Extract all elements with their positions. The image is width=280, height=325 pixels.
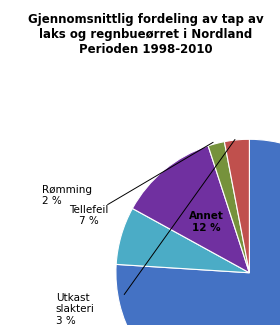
Wedge shape [224,139,249,273]
Text: Annet
12 %: Annet 12 % [189,211,224,233]
Wedge shape [116,208,249,273]
Text: Utkast
slakteri
3 %: Utkast slakteri 3 % [56,293,95,325]
Wedge shape [208,142,249,273]
Text: Rømming
2 %: Rømming 2 % [43,185,92,206]
Text: Tellefeil
7 %: Tellefeil 7 % [69,205,109,226]
Text: Gjennomsnittlig fordeling av tap av
laks og regnbueørret i Nordland
Perioden 199: Gjennomsnittlig fordeling av tap av laks… [28,13,263,56]
Wedge shape [116,139,280,325]
Wedge shape [132,146,249,273]
